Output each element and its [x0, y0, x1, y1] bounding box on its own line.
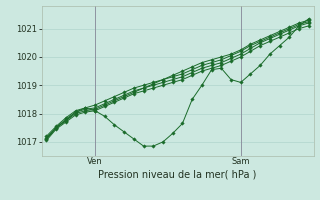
X-axis label: Pression niveau de la mer( hPa ): Pression niveau de la mer( hPa )	[99, 169, 257, 179]
